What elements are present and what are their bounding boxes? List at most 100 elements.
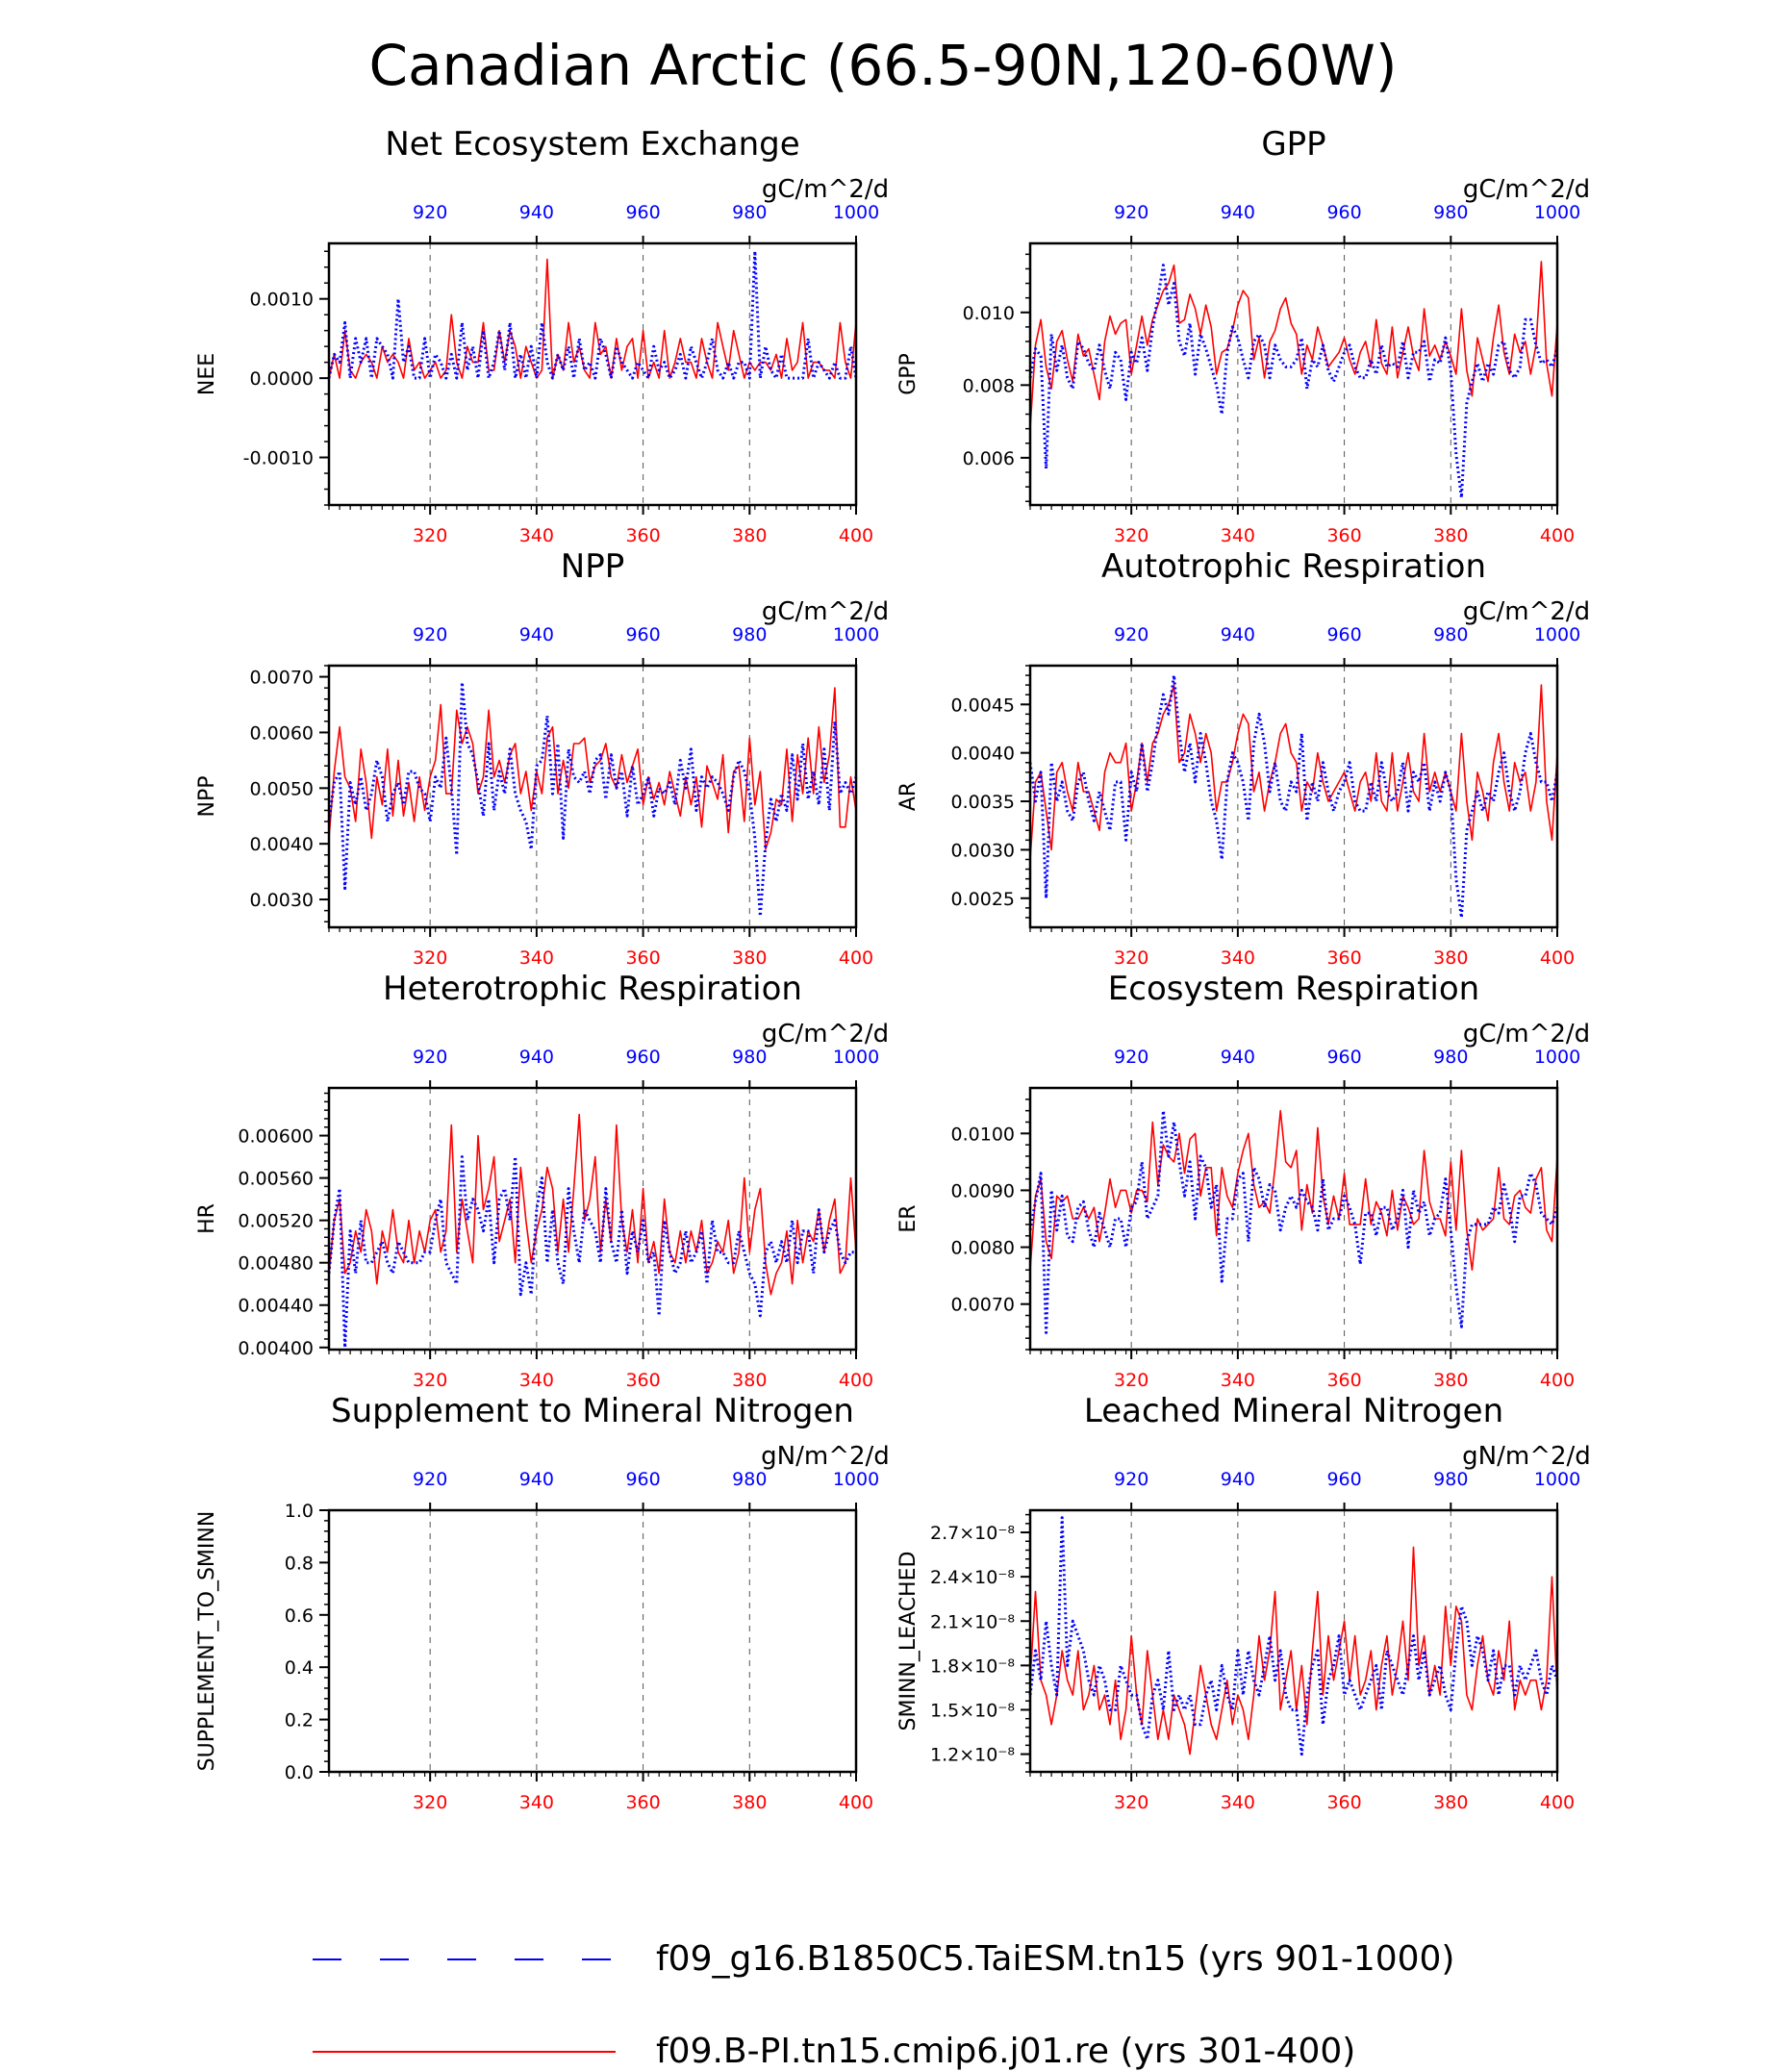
panel-4: Autotrophic Respiration gC/m^2/d 0.0045 0.0… (896, 547, 1590, 969)
x-bottom-tick-label: 380 (1433, 1792, 1468, 1813)
plot-frame (1028, 241, 1559, 507)
x-top-tick-label: 980 (732, 1469, 767, 1490)
panel-3: NPP gC/m^2/d 0.0070 0.0060 0.0050 0.0040 0.003… (195, 547, 889, 969)
plot-frame (1028, 1086, 1559, 1352)
y-tick-label: 0.0030 (951, 840, 1015, 861)
series-b-line (1029, 1546, 1558, 1756)
x-top-tick-label: 980 (1433, 1047, 1468, 1068)
y-tick-label: 1.2×10⁻⁸ (930, 1745, 1015, 1766)
x-bottom-tick-label: 320 (1114, 948, 1148, 969)
x-top-tick-label: 960 (1326, 1469, 1361, 1490)
x-bottom-tick-label: 360 (625, 1370, 660, 1391)
x-top-tick-label: 1000 (833, 1469, 879, 1490)
x-top-tick-label: 940 (1221, 1047, 1255, 1068)
x-top-tick-label: 920 (413, 1047, 447, 1068)
units-label: gC/m^2/d (762, 175, 889, 204)
series-a-line (1028, 1109, 1559, 1334)
y-tick-label: 0.6 (285, 1605, 314, 1627)
panel-8: Leached Mineral Nitrogen gN/m^2/d 2.7×10⁻⁸… (896, 1392, 1591, 1813)
y-tick-label: 2.7×10⁻⁸ (930, 1523, 1015, 1544)
y-tick-label: 0.0060 (250, 722, 314, 744)
y-tick-label: 0.0030 (250, 890, 314, 911)
figure-title: Canadian Arctic (66.5-90N,120-60W) (368, 33, 1397, 98)
x-top-tick-label: 960 (625, 202, 660, 223)
x-top-tick-label: 1000 (1534, 1047, 1580, 1068)
y-tick-label: 0.0080 (951, 1238, 1015, 1259)
panel-6: Ecosystem Respiration gC/m^2/d 0.0100 0.009… (896, 970, 1590, 1391)
panel-7: Supplement to Mineral Nitrogen gN/m^2/d 1.… (195, 1392, 890, 1813)
x-top-tick-label: 940 (1221, 624, 1255, 645)
panel-title: Net Ecosystem Exchange (385, 125, 799, 164)
y-tick-label: 0.0045 (951, 695, 1015, 716)
x-bottom-tick-label: 360 (1326, 1370, 1361, 1391)
y-tick-label: 0.00440 (238, 1296, 314, 1317)
x-bottom-tick-label: 320 (413, 1370, 447, 1391)
y-tick-label: 0.8 (285, 1553, 314, 1574)
x-top-tick-label: 980 (1433, 624, 1468, 645)
x-top-tick-label: 940 (1221, 1469, 1255, 1490)
x-top-tick-label: 960 (1326, 202, 1361, 223)
legend-series-a-label: f09_g16.B1850C5.TaiESM.tn15 (yrs 901-100… (656, 1939, 1454, 1979)
y-axis-label: HR (195, 1203, 219, 1234)
x-bottom-tick-label: 360 (625, 525, 660, 546)
x-bottom-tick-label: 360 (1326, 525, 1361, 546)
x-bottom-tick-label: 320 (413, 525, 447, 546)
x-bottom-tick-label: 380 (732, 525, 767, 546)
x-bottom-tick-label: 360 (625, 1792, 660, 1813)
series-a-line (327, 249, 858, 380)
panel-title: NPP (561, 547, 624, 586)
x-top-tick-label: 980 (732, 202, 767, 223)
y-tick-label: 0.00600 (238, 1126, 314, 1148)
x-top-tick-label: 920 (1114, 1047, 1148, 1068)
x-bottom-tick-label: 320 (413, 948, 447, 969)
y-axis-label: ER (896, 1204, 921, 1232)
legend: f09_g16.B1850C5.TaiESM.tn15 (yrs 901-100… (313, 1939, 1454, 2071)
x-top-tick-label: 960 (625, 1047, 660, 1068)
y-tick-label: 0.0025 (951, 889, 1015, 910)
y-axis-label: SMINN_LEACHED (896, 1552, 921, 1731)
x-bottom-tick-label: 320 (1114, 525, 1148, 546)
units-label: gC/m^2/d (762, 1020, 889, 1049)
x-top-tick-label: 1000 (833, 1047, 879, 1068)
x-bottom-tick-label: 340 (1221, 1370, 1255, 1391)
x-top-tick-label: 940 (519, 624, 554, 645)
panel-5: Heterotrophic Respiration gC/m^2/d 0.00600… (195, 970, 889, 1391)
panels: Net Ecosystem ExchangegC/m^2/d0.00100.00… (195, 125, 1591, 1813)
x-bottom-tick-label: 400 (839, 525, 873, 546)
x-top-tick-label: 920 (413, 624, 447, 645)
units-label: gC/m^2/d (762, 597, 889, 626)
series-a-line (327, 1155, 856, 1350)
y-tick-label: 0.00520 (238, 1211, 314, 1232)
series-a-line (1028, 673, 1559, 920)
y-tick-label: 0.010 (963, 303, 1015, 324)
x-bottom-tick-label: 340 (519, 1370, 554, 1391)
x-bottom-tick-label: 340 (519, 948, 554, 969)
x-top-tick-label: 1000 (833, 202, 879, 223)
panel-1: Net Ecosystem Exchange gC/m^2/d 0.0010 0.00… (195, 125, 889, 546)
legend-series-b-label: f09.B-PI.tn15.cmip6.j01.re (yrs 301-400) (656, 2032, 1355, 2071)
x-bottom-tick-label: 340 (1221, 525, 1255, 546)
x-top-tick-label: 1000 (1534, 624, 1580, 645)
units-label: gC/m^2/d (1463, 597, 1590, 626)
x-top-tick-label: 940 (519, 202, 554, 223)
units-label: gC/m^2/d (1463, 1020, 1590, 1049)
plot-frame (1028, 664, 1559, 929)
units-label: gN/m^2/d (1462, 1442, 1591, 1471)
y-tick-label: 0.0040 (951, 744, 1015, 765)
y-tick-label: 0.2 (285, 1710, 314, 1731)
y-tick-label: 0.008 (963, 375, 1015, 396)
y-tick-label: 0.0090 (951, 1180, 1015, 1201)
x-bottom-tick-label: 400 (839, 948, 873, 969)
series-b-line (1029, 1109, 1558, 1271)
x-top-tick-label: 940 (519, 1469, 554, 1490)
x-bottom-tick-label: 380 (732, 1370, 767, 1391)
plot-frame (327, 1086, 858, 1352)
units-label: gC/m^2/d (1463, 175, 1590, 204)
y-tick-label: 0.0040 (250, 834, 314, 855)
y-axis-label: AR (896, 782, 921, 811)
x-top-tick-label: 980 (732, 1047, 767, 1068)
x-bottom-tick-label: 380 (1433, 1370, 1468, 1391)
x-bottom-tick-label: 400 (1540, 1792, 1575, 1813)
panel-title: GPP (1261, 125, 1325, 164)
y-axis-label: SUPPLEMENT_TO_SMINN (195, 1511, 219, 1772)
